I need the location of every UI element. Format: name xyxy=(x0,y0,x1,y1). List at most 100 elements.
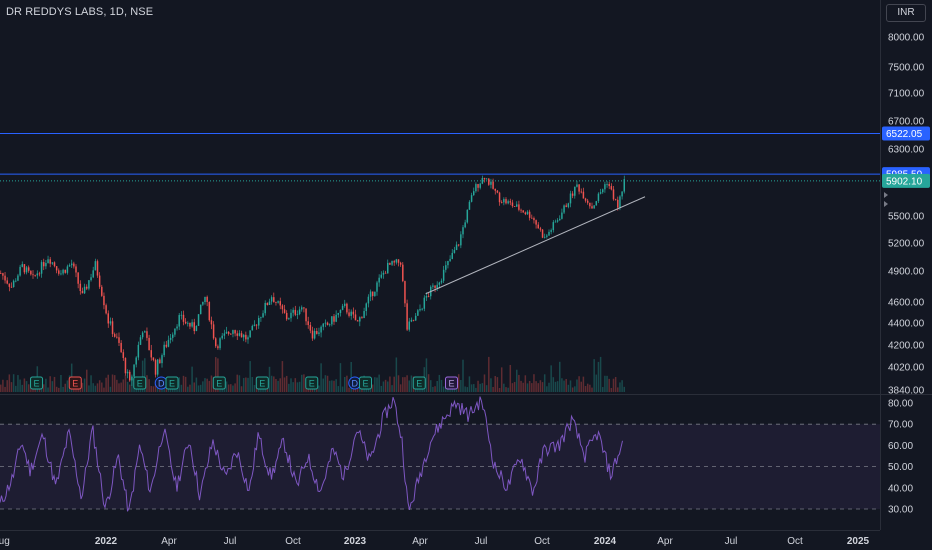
volume-bar xyxy=(376,377,378,392)
candle-body xyxy=(131,376,133,381)
volume-bar xyxy=(227,384,230,392)
candle-body xyxy=(208,301,211,321)
candle-body xyxy=(172,334,174,338)
candle-body xyxy=(361,317,363,319)
volume-bar xyxy=(0,384,2,392)
rsi-tick-label: 70.00 xyxy=(888,420,913,431)
candle-body xyxy=(47,259,49,263)
volume-bar xyxy=(249,361,251,392)
volume-bar xyxy=(567,384,570,392)
candle-body xyxy=(522,210,524,213)
volume-bar xyxy=(604,375,606,392)
volume-bar xyxy=(554,381,557,392)
volume-bar xyxy=(12,374,15,392)
candle-body xyxy=(326,322,329,325)
volume-bar xyxy=(623,386,625,392)
currency-button[interactable]: INR xyxy=(886,4,926,22)
volume-bar xyxy=(283,377,286,392)
volume-bar xyxy=(103,387,105,392)
volume-bar xyxy=(303,374,305,392)
volume-bar xyxy=(58,387,60,392)
candle-body xyxy=(51,262,54,264)
volume-bar xyxy=(191,366,193,392)
candle-body xyxy=(488,178,490,185)
candle-body xyxy=(384,272,387,274)
candle-body xyxy=(98,275,101,287)
candle-body xyxy=(298,309,301,315)
candle-body xyxy=(79,283,82,292)
volume-bar xyxy=(111,374,114,392)
candle-body xyxy=(494,188,496,191)
level-price-badge xyxy=(882,126,930,141)
candle-body xyxy=(589,202,591,207)
candle-body xyxy=(232,330,234,334)
volume-bar xyxy=(593,359,595,392)
candle-body xyxy=(582,191,585,199)
volume-bar xyxy=(318,385,320,392)
candle-body xyxy=(449,258,451,261)
candle-body xyxy=(55,266,58,271)
candle-body xyxy=(34,274,36,276)
price-tick-label: 4200.00 xyxy=(888,341,925,352)
volume-bar xyxy=(64,383,66,392)
last-price-label: 5902.10 xyxy=(886,176,923,187)
volume-bar xyxy=(242,378,245,392)
candle-body xyxy=(468,201,471,210)
candle-body xyxy=(296,314,299,315)
candle-body xyxy=(38,273,41,275)
volume-bar xyxy=(404,377,406,392)
candle-body xyxy=(270,297,273,302)
candle-body xyxy=(285,312,288,320)
candle-body xyxy=(402,264,404,282)
candle-body xyxy=(212,324,215,339)
volume-bar xyxy=(131,376,133,392)
candle-body xyxy=(199,304,202,315)
candle-body xyxy=(169,337,172,340)
volume-bar xyxy=(189,384,191,392)
candle-body xyxy=(281,305,284,310)
volume-bar xyxy=(19,379,21,392)
volume-bar xyxy=(43,384,45,392)
volume-bar xyxy=(374,377,376,392)
candle-body xyxy=(539,228,542,230)
volume-bar xyxy=(614,376,617,392)
candle-body xyxy=(234,330,236,334)
candle-body xyxy=(249,330,251,338)
volume-bar xyxy=(434,386,436,392)
candle-body xyxy=(604,184,606,190)
volume-bar xyxy=(129,384,131,392)
volume-bar xyxy=(589,384,591,392)
volume-bar xyxy=(90,375,92,392)
candle-body xyxy=(240,333,243,338)
candle-body xyxy=(374,291,376,297)
volume-bar xyxy=(23,378,26,392)
volume-bar xyxy=(232,385,234,392)
volume-bar xyxy=(556,381,559,392)
candle-body xyxy=(462,227,464,235)
candle-body xyxy=(118,337,120,343)
candle-body xyxy=(223,333,226,336)
volume-bar xyxy=(571,387,574,392)
volume-bar xyxy=(477,380,479,392)
price-tick-label: 7500.00 xyxy=(888,63,925,74)
candle-body xyxy=(215,338,217,347)
candle-body xyxy=(217,346,219,349)
candle-body xyxy=(346,303,348,313)
candle-body xyxy=(406,303,408,330)
earnings-event-label: E xyxy=(72,379,78,389)
candle-body xyxy=(503,199,505,203)
time-tick-label: Jul xyxy=(725,536,738,547)
candle-body xyxy=(520,209,522,211)
candle-body xyxy=(391,261,393,265)
volume-bar xyxy=(53,376,56,392)
volume-bar xyxy=(481,383,484,392)
volume-bar xyxy=(141,360,144,392)
volume-bar xyxy=(410,375,413,392)
candle-body xyxy=(165,344,168,347)
volume-bar xyxy=(513,381,516,392)
volume-bar xyxy=(296,382,299,392)
candle-body xyxy=(584,198,587,201)
volume-bar xyxy=(599,356,602,392)
volume-bar xyxy=(270,375,273,392)
